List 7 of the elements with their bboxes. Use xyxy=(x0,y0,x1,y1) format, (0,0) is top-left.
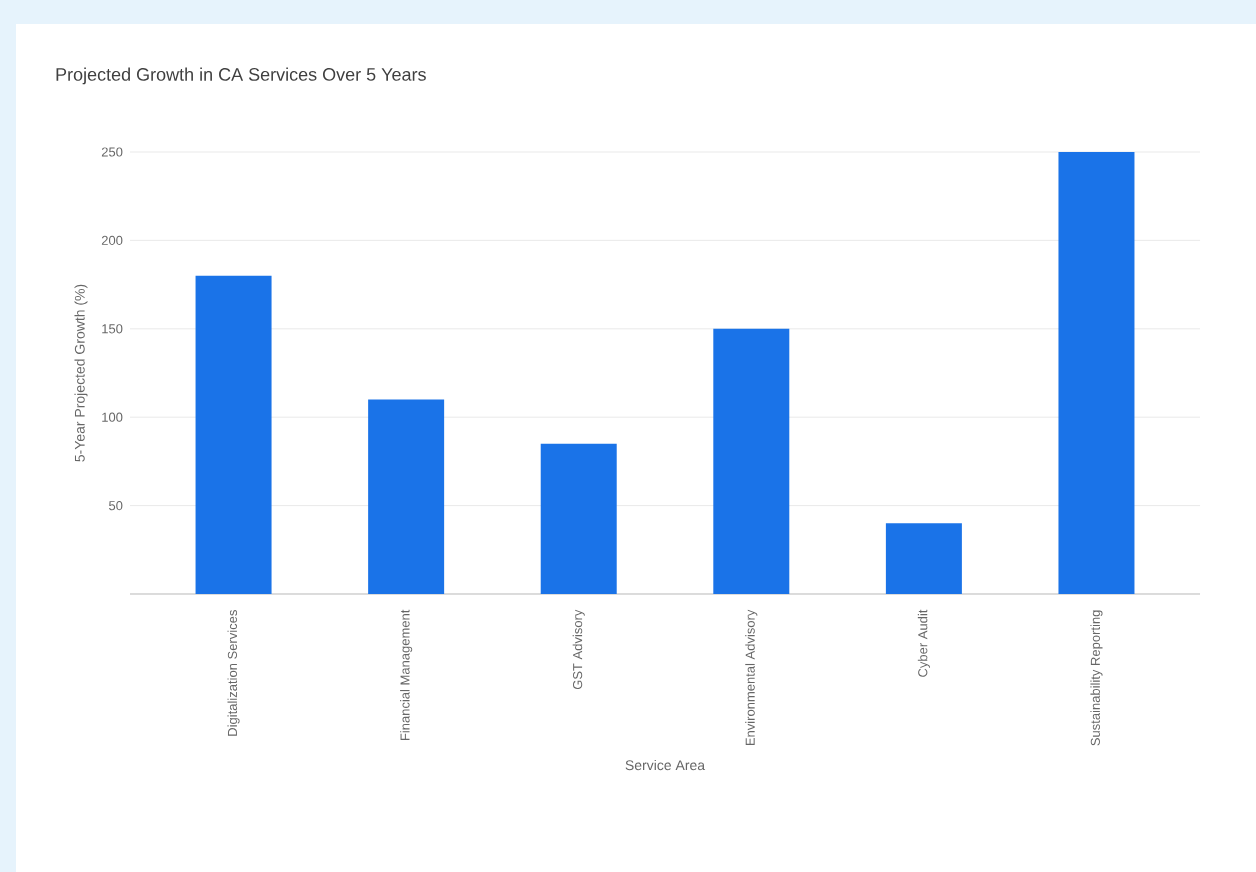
chart-title: Projected Growth in CA Services Over 5 Years xyxy=(56,67,426,85)
bar xyxy=(885,523,962,594)
bar xyxy=(1058,152,1135,594)
bar xyxy=(540,443,617,594)
bar xyxy=(368,399,445,594)
bar xyxy=(713,328,790,594)
bar xyxy=(195,275,272,594)
